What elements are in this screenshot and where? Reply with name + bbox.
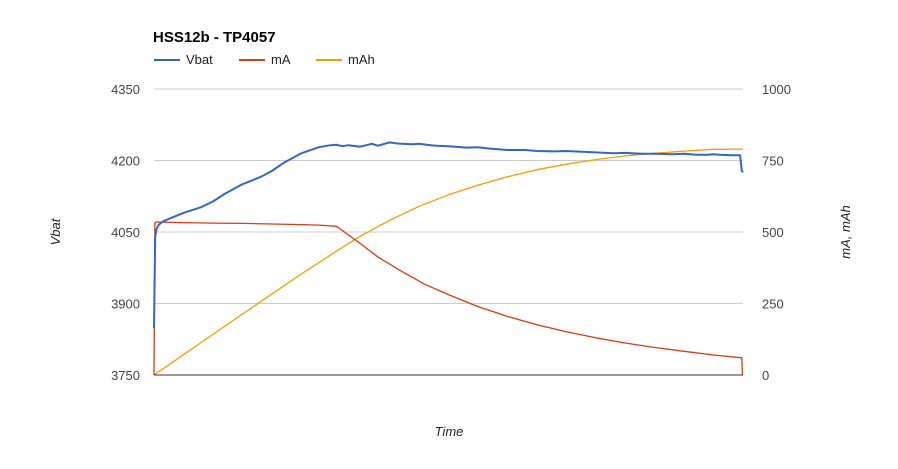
x-axis-label: Time [435,424,464,439]
gridlines [154,88,743,304]
legend-label: mAh [348,52,375,67]
y-axis-left-label: Vbat [48,217,63,245]
y-axis-right-label: mA, mAh [838,205,853,258]
series-line-vbat [153,141,744,329]
legend-label: mA [271,52,291,67]
series-lines [153,141,744,376]
left-tick-label: 3900 [111,297,140,312]
left-tick-label: 3750 [111,368,140,383]
right-tick-label: 250 [762,297,784,312]
chart-legend: Vbat mA mAh [154,52,375,67]
right-axis-ticks: 0 250 500 750 1000 [762,82,791,383]
left-tick-label: 4050 [111,225,140,240]
chart-title: HSS12b - TP4057 [153,29,276,46]
right-tick-label: 750 [762,154,784,169]
series-line-mah [153,148,744,376]
right-tick-label: 1000 [762,82,791,97]
left-axis-ticks: 3750 3900 4050 4200 4350 [111,82,140,383]
right-tick-label: 0 [762,368,769,383]
legend-label: Vbat [186,52,213,67]
right-tick-label: 500 [762,225,784,240]
series-line-ma [153,221,744,376]
left-tick-label: 4200 [111,154,140,169]
left-tick-label: 4350 [111,82,140,97]
